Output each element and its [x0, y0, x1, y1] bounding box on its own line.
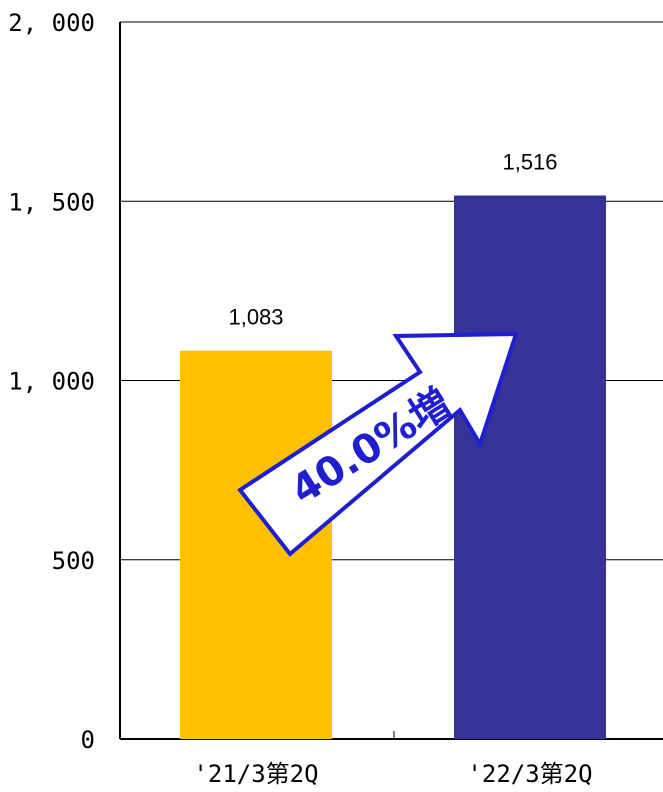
x-tick-label: '22/3第2Q: [467, 760, 592, 788]
x-tick-label: '21/3第2Q: [193, 760, 318, 788]
growth-arrow: [237, 331, 519, 557]
y-tick-label: 0: [81, 726, 95, 754]
y-tick-label: 2, 000: [8, 9, 95, 37]
data-label: 1,516: [502, 150, 557, 175]
y-tick-label: 1, 500: [8, 188, 95, 216]
bar: [180, 350, 332, 739]
y-tick-label: 500: [52, 547, 95, 575]
bar: [454, 195, 606, 739]
y-tick-label: 1, 000: [8, 368, 95, 396]
data-label: 1,083: [228, 305, 283, 330]
